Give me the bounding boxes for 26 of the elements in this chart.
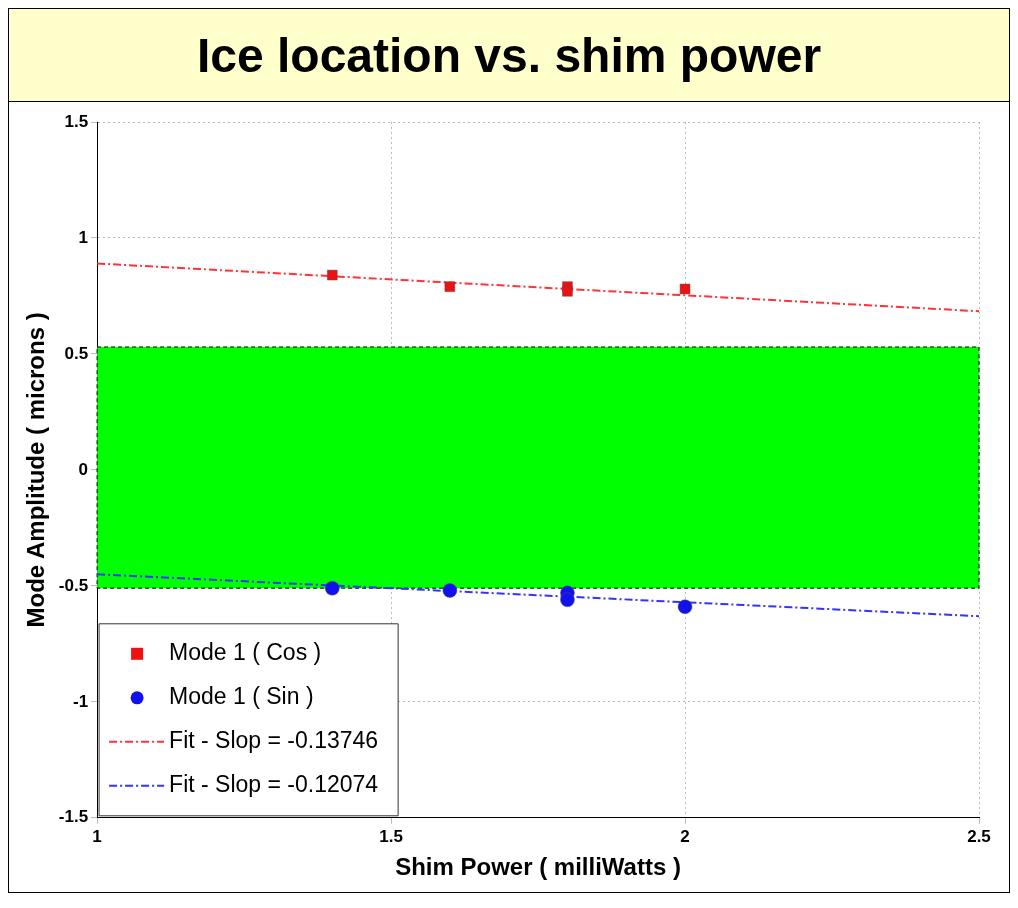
point: [562, 286, 573, 297]
x-tick-label: 2.5: [967, 826, 991, 846]
chart-title: Ice location vs. shim power: [9, 9, 1009, 102]
y-tick-label: 0: [78, 459, 89, 479]
x-tick-label: 1: [92, 826, 102, 846]
x-tick-label: 2: [680, 826, 690, 846]
y-tick-label: 0.5: [64, 343, 89, 363]
point: [677, 599, 693, 614]
point: [679, 283, 691, 295]
y-tick-label: 1.5: [64, 111, 89, 131]
point: [444, 281, 456, 292]
legend-label: Fit - Slop = -0.12074: [169, 771, 379, 798]
point: [442, 583, 458, 598]
y-tick-label: -1: [72, 691, 89, 711]
y-tick-label: 1: [78, 227, 89, 247]
point: [325, 580, 340, 596]
y-tick-label: -0.5: [58, 575, 89, 595]
x-axis-title: Shim Power ( milliWatts ): [395, 853, 681, 881]
point: [327, 269, 338, 281]
legend-label: Fit - Slop = -0.13746: [169, 727, 379, 754]
legend-label: Mode 1 ( Cos ): [169, 639, 322, 666]
y-tick-label: -1.5: [58, 807, 89, 827]
legend-label: Mode 1 ( Sin ): [169, 683, 314, 710]
x-tick-label: 1.5: [379, 826, 403, 846]
y-axis-title: Mode Amplitude ( microns ): [22, 312, 50, 628]
point: [560, 592, 575, 608]
